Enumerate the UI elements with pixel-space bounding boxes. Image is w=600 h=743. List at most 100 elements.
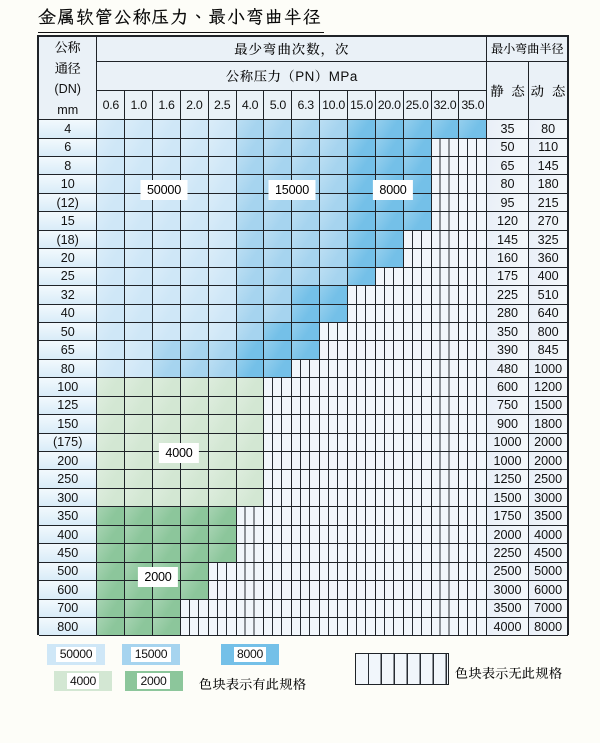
cycle-cell-dn800-pn5.0 [264, 617, 293, 637]
cycle-cell-dn50-pn15.0 [347, 322, 376, 342]
cycle-cell-dn15-pn10.0 [320, 212, 348, 231]
cycle-cell-dn(175)-pn32.0 [431, 433, 460, 453]
cycle-cell-dn200-pn5.0 [264, 452, 293, 471]
cycle-cell-dn500-pn32.0 [431, 562, 460, 582]
cycle-cell-dn350-pn4.0 [236, 507, 265, 526]
cycle-cell-dn500-pn0.6 [97, 562, 126, 582]
cycle-cell-dn80-pn20.0 [375, 359, 404, 379]
cycle-cell-dn200-pn25.0 [403, 452, 432, 471]
cycle-cell-dn4-pn1.0 [125, 120, 154, 139]
cycle-cell-dn500-pn35.0 [459, 562, 488, 582]
cycle-cell-dn80-pn2.5 [208, 359, 237, 379]
dn-row-label: 80 [39, 359, 98, 379]
cycle-cell-dn80-pn10.0 [320, 359, 348, 379]
cycle-cell-dn350-pn0.6 [97, 507, 126, 526]
cycle-cell-dn250-pn10.0 [320, 470, 348, 489]
cycle-cell-dn50-pn1.0 [125, 322, 154, 342]
cycle-cell-dn(175)-pn6.3 [292, 433, 321, 453]
cycle-cell-dn300-pn1.6 [153, 488, 181, 508]
cycle-cell-dn(18)-pn35.0 [459, 230, 488, 250]
static-radius-value: 2000 [487, 525, 529, 545]
cycle-cell-dn800-pn4.0 [236, 617, 265, 637]
cycle-cell-dn100-pn35.0 [459, 378, 488, 397]
cycle-cell-dn25-pn5.0 [264, 267, 293, 287]
cycle-cell-dn600-pn15.0 [347, 581, 376, 600]
dynamic-column-header: 动 态 [528, 61, 569, 121]
cycle-cell-dn(18)-pn5.0 [264, 230, 293, 250]
dn-row-label: 125 [39, 396, 98, 416]
cycle-cell-dn40-pn15.0 [347, 304, 376, 323]
cycle-cell-dn65-pn2.0 [180, 341, 209, 360]
static-radius-value: 1500 [487, 488, 529, 508]
cycle-cell-dn(18)-pn20.0 [375, 230, 404, 250]
cycle-cell-dn700-pn1.0 [125, 599, 154, 618]
legend-swatch-label: 50000 [56, 646, 96, 662]
cycle-cell-dn(175)-pn20.0 [375, 433, 404, 453]
cycle-cell-dn15-pn0.6 [97, 212, 126, 231]
cycle-cell-dn450-pn25.0 [403, 544, 432, 563]
static-radius-value: 1250 [487, 470, 529, 489]
pressure-value-1.6: 1.6 [153, 90, 181, 121]
cycle-cell-dn600-pn2.0 [180, 581, 209, 600]
cycle-cell-dn65-pn1.6 [153, 341, 181, 360]
cycle-cell-dn600-pn0.6 [97, 581, 126, 600]
static-radius-value: 480 [487, 359, 529, 379]
static-radius-value: 95 [487, 193, 529, 213]
cycle-cell-dn125-pn25.0 [403, 396, 432, 416]
cycle-cell-dn6-pn25.0 [403, 138, 432, 158]
pressure-value-35.0: 35.0 [459, 90, 488, 121]
dynamic-radius-value: 145 [528, 157, 569, 176]
legend-no-spec-hatch [355, 653, 449, 685]
static-radius-value: 280 [487, 304, 529, 323]
cycle-cell-dn(175)-pn0.6 [97, 433, 126, 453]
cycle-cell-dn(175)-pn15.0 [347, 433, 376, 453]
cycle-cell-dn150-pn0.6 [97, 415, 126, 434]
cycle-cell-dn450-pn2.5 [208, 544, 237, 563]
cycle-cell-dn450-pn0.6 [97, 544, 126, 563]
dynamic-radius-value: 400 [528, 267, 569, 287]
cycle-cell-dn40-pn2.0 [180, 304, 209, 323]
cycle-cell-dn700-pn2.0 [180, 599, 209, 618]
dynamic-radius-value: 110 [528, 138, 569, 158]
cycle-cell-dn600-pn6.3 [292, 581, 321, 600]
dn-row-label: 20 [39, 249, 98, 268]
cycle-cell-dn300-pn10.0 [320, 488, 348, 508]
cycle-cell-dn600-pn10.0 [320, 581, 348, 600]
dynamic-radius-value: 2000 [528, 433, 569, 453]
dn-row-label: 450 [39, 544, 98, 563]
cycle-cell-dn65-pn4.0 [236, 341, 265, 360]
dynamic-radius-value: 215 [528, 193, 569, 213]
cycle-cell-dn600-pn4.0 [236, 581, 265, 600]
cycle-cell-dn150-pn2.5 [208, 415, 237, 434]
cycle-cell-dn6-pn2.5 [208, 138, 237, 158]
cycle-cell-dn(175)-pn1.0 [125, 433, 154, 453]
dn-row-label: 350 [39, 507, 98, 526]
cycle-cell-dn(12)-pn15.0 [347, 193, 376, 213]
dn-row-label: 600 [39, 581, 98, 600]
dn-row-label: 6 [39, 138, 98, 158]
cycle-cell-dn65-pn0.6 [97, 341, 126, 360]
cycle-cell-dn400-pn5.0 [264, 525, 293, 545]
pressure-value-2.5: 2.5 [208, 90, 237, 121]
pressure-value-0.6: 0.6 [97, 90, 126, 121]
cycle-cell-dn8-pn25.0 [403, 157, 432, 176]
cycle-cell-dn350-pn20.0 [375, 507, 404, 526]
cycle-cell-dn20-pn32.0 [431, 249, 460, 268]
cycle-cell-dn4-pn2.5 [208, 120, 237, 139]
dn-row-label: 200 [39, 452, 98, 471]
pressure-value-6.3: 6.3 [292, 90, 321, 121]
cycle-cell-dn8-pn2.0 [180, 157, 209, 176]
cycle-cell-dn80-pn15.0 [347, 359, 376, 379]
dn-row-label: 250 [39, 470, 98, 489]
cycle-cell-dn300-pn0.6 [97, 488, 126, 508]
cycle-cell-dn4-pn6.3 [292, 120, 321, 139]
cycle-cell-dn700-pn20.0 [375, 599, 404, 618]
cycle-cell-dn40-pn35.0 [459, 304, 488, 323]
cycle-cell-dn500-pn5.0 [264, 562, 293, 582]
cycle-cell-dn125-pn6.3 [292, 396, 321, 416]
cycle-cell-dn6-pn15.0 [347, 138, 376, 158]
static-radius-value: 175 [487, 267, 529, 287]
cycle-cell-dn200-pn15.0 [347, 452, 376, 471]
cycle-cell-dn100-pn2.0 [180, 378, 209, 397]
legend-swatch-50000: 50000 [47, 644, 105, 665]
